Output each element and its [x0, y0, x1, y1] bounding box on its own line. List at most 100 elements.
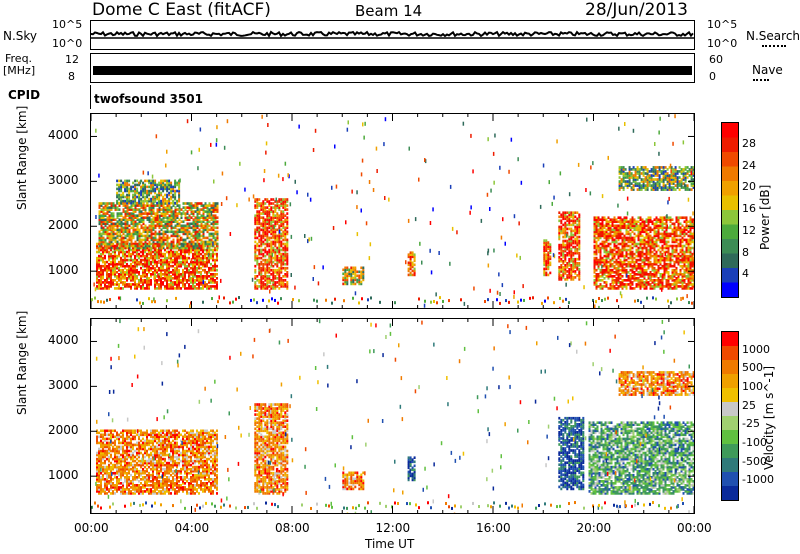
- data-cell: [627, 226, 630, 230]
- data-cell: [192, 285, 194, 288]
- data-cell: [661, 264, 664, 268]
- data-cell: [673, 279, 676, 282]
- data-cell: [214, 238, 217, 242]
- data-cell: [104, 248, 106, 252]
- data-cell: [276, 212, 279, 215]
- data-cell: [645, 283, 648, 286]
- data-cell: [282, 232, 285, 236]
- data-cell: [618, 172, 621, 175]
- data-cell: [100, 277, 102, 280]
- data-cell: [192, 266, 194, 270]
- data-cell: [651, 262, 654, 266]
- data-cell: [108, 242, 111, 246]
- data-cell: [200, 262, 202, 266]
- data-cell: [282, 226, 285, 230]
- data-cell: [619, 232, 622, 236]
- nave-label: Nave: [752, 63, 783, 77]
- data-cell: [639, 228, 642, 232]
- data-cell: [176, 204, 179, 207]
- data-cell: [274, 210, 277, 213]
- data-cell: [208, 258, 210, 262]
- data-cell: [160, 281, 162, 284]
- data-cell: [196, 224, 199, 228]
- data-cell: [118, 193, 121, 197]
- data-cell: [204, 264, 206, 268]
- data-cell: [124, 281, 126, 284]
- data-cell: [98, 234, 101, 238]
- data-cell: [136, 285, 138, 288]
- data-cell: [124, 216, 127, 220]
- data-cell: [128, 214, 131, 218]
- data-cell: [622, 168, 625, 171]
- data-cell: [683, 252, 686, 256]
- data-cell: [168, 275, 170, 278]
- data-cell: [152, 212, 155, 215]
- data-cell: [268, 212, 271, 215]
- data-cell: [200, 260, 202, 264]
- data-cell: [623, 218, 626, 222]
- data-cell: [693, 218, 694, 222]
- data-cell: [595, 230, 598, 234]
- data-cell: [681, 248, 684, 252]
- data-cell: [136, 248, 138, 252]
- data-cell: [148, 244, 151, 248]
- data-cell: [599, 260, 602, 264]
- data-cell: [186, 236, 189, 240]
- data-cell: [630, 174, 633, 177]
- data-cell: [174, 191, 177, 195]
- data-cell: [613, 252, 616, 256]
- data-cell: [176, 189, 179, 193]
- data-cell: [411, 251, 414, 255]
- data-cell: [132, 216, 135, 220]
- data-cell: [130, 287, 132, 290]
- data-cell: [168, 208, 171, 211]
- data-cell: [214, 266, 216, 270]
- data-cell: [118, 273, 120, 276]
- data-cell: [274, 254, 277, 258]
- data-cell: [200, 277, 202, 280]
- data-cell: [618, 184, 621, 187]
- data-cell: [146, 195, 149, 199]
- data-cell: [270, 285, 273, 288]
- data-cell: [543, 243, 546, 246]
- data-cell: [116, 208, 119, 211]
- data-cell: [655, 279, 658, 282]
- data-cell: [264, 287, 267, 290]
- data-cell: [687, 244, 690, 248]
- data-cell: [154, 252, 156, 256]
- data-cell: [194, 206, 197, 209]
- data-cell: [274, 242, 277, 246]
- data-cell: [136, 236, 139, 240]
- data-cell: [633, 238, 636, 242]
- data-cell: [152, 224, 155, 228]
- data-cell: [669, 260, 672, 264]
- data-cell: [687, 277, 690, 280]
- data-cell: [102, 258, 104, 262]
- data-cell: [122, 181, 125, 185]
- data-cell: [162, 234, 165, 238]
- data-cell: [166, 199, 169, 203]
- data-cell: [650, 178, 653, 181]
- data-cell: [112, 236, 115, 240]
- data-cell: [198, 234, 201, 238]
- data-cell: [98, 283, 100, 286]
- data-cell: [344, 268, 347, 272]
- data-cell: [258, 232, 261, 236]
- data-cell: [108, 244, 111, 248]
- data-cell: [142, 254, 144, 258]
- data-cell: [138, 214, 141, 218]
- data-cell: [595, 244, 598, 248]
- data-cell: [262, 264, 265, 268]
- data-cell: [352, 278, 355, 282]
- data-cell: [128, 246, 131, 250]
- data-cell: [631, 268, 634, 272]
- data-cell: [102, 242, 105, 246]
- data-cell: [562, 255, 565, 259]
- data-cell: [188, 273, 190, 276]
- data-cell: [547, 265, 550, 269]
- data-cell: [276, 285, 279, 288]
- data-cell: [178, 240, 181, 244]
- data-cell: [144, 224, 147, 228]
- data-cell: [681, 216, 684, 220]
- data-cell: [158, 197, 161, 201]
